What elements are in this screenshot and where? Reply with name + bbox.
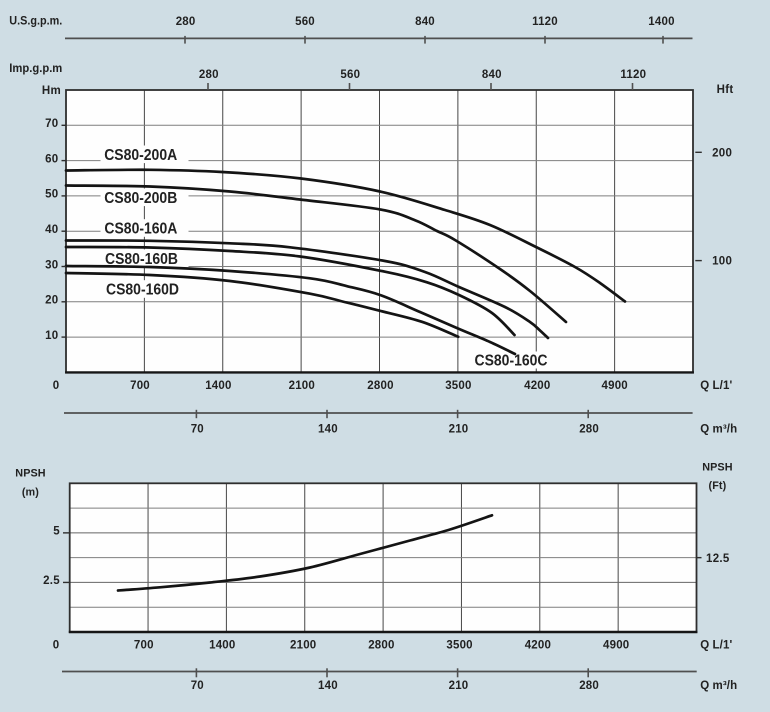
- svg-text:Q L/1': Q L/1': [700, 380, 732, 392]
- svg-text:280: 280: [199, 69, 219, 81]
- svg-text:CS80-160C: CS80-160C: [475, 353, 548, 370]
- svg-text:2100: 2100: [289, 380, 315, 392]
- svg-text:60: 60: [45, 153, 58, 165]
- svg-text:840: 840: [415, 16, 435, 28]
- svg-text:2800: 2800: [367, 380, 393, 392]
- svg-text:Q L/1': Q L/1': [700, 640, 732, 652]
- svg-text:4900: 4900: [603, 640, 629, 652]
- svg-text:1120: 1120: [532, 16, 558, 28]
- svg-text:40: 40: [45, 224, 58, 236]
- svg-text:1400: 1400: [205, 380, 231, 392]
- svg-text:4900: 4900: [602, 380, 628, 392]
- svg-text:4200: 4200: [524, 380, 550, 392]
- svg-text:0: 0: [53, 640, 60, 652]
- svg-text:560: 560: [295, 16, 315, 28]
- svg-text:CS80-200B: CS80-200B: [104, 190, 177, 207]
- svg-text:1400: 1400: [648, 16, 674, 28]
- svg-text:70: 70: [191, 423, 204, 435]
- svg-text:CS80-160A: CS80-160A: [104, 221, 177, 238]
- svg-text:CS80-160D: CS80-160D: [106, 282, 179, 299]
- svg-text:700: 700: [134, 640, 154, 652]
- svg-text:560: 560: [340, 69, 360, 81]
- svg-text:Imp.g.p.m: Imp.g.p.m: [9, 63, 62, 75]
- svg-text:2800: 2800: [368, 640, 394, 652]
- svg-text:3500: 3500: [446, 640, 472, 652]
- svg-text:10: 10: [45, 330, 58, 342]
- svg-text:70: 70: [45, 118, 58, 130]
- svg-text:20: 20: [45, 295, 58, 307]
- svg-text:1120: 1120: [620, 69, 646, 81]
- svg-text:0: 0: [53, 380, 60, 392]
- svg-text:280: 280: [579, 680, 599, 692]
- svg-text:U.S.g.p.m.: U.S.g.p.m.: [9, 16, 62, 28]
- svg-text:2100: 2100: [290, 640, 316, 652]
- svg-text:30: 30: [45, 259, 58, 271]
- svg-text:12.5: 12.5: [706, 553, 730, 565]
- svg-text:5: 5: [53, 526, 60, 538]
- svg-text:(m): (m): [22, 487, 39, 499]
- svg-text:210: 210: [449, 680, 469, 692]
- svg-text:280: 280: [579, 423, 599, 435]
- svg-text:2.5: 2.5: [43, 575, 60, 587]
- svg-text:4200: 4200: [525, 640, 551, 652]
- svg-text:(Ft): (Ft): [709, 480, 727, 492]
- svg-text:Hm: Hm: [42, 85, 61, 97]
- svg-text:210: 210: [449, 423, 469, 435]
- svg-text:280: 280: [176, 16, 196, 28]
- svg-text:NPSH: NPSH: [702, 462, 733, 474]
- svg-text:CS80-200A: CS80-200A: [104, 147, 177, 164]
- svg-text:Hft: Hft: [717, 84, 734, 96]
- svg-text:CS80-160B: CS80-160B: [105, 251, 178, 268]
- svg-text:50: 50: [45, 189, 58, 201]
- svg-text:140: 140: [318, 423, 338, 435]
- svg-text:840: 840: [482, 69, 502, 81]
- svg-text:200: 200: [712, 147, 732, 159]
- svg-text:140: 140: [318, 680, 338, 692]
- svg-text:1400: 1400: [209, 640, 235, 652]
- svg-text:Q m³/h: Q m³/h: [700, 423, 737, 435]
- svg-text:70: 70: [191, 680, 204, 692]
- svg-text:NPSH: NPSH: [15, 468, 46, 480]
- svg-text:3500: 3500: [445, 380, 471, 392]
- svg-text:700: 700: [130, 380, 150, 392]
- svg-text:100: 100: [712, 256, 732, 268]
- svg-text:Q m³/h: Q m³/h: [700, 680, 737, 692]
